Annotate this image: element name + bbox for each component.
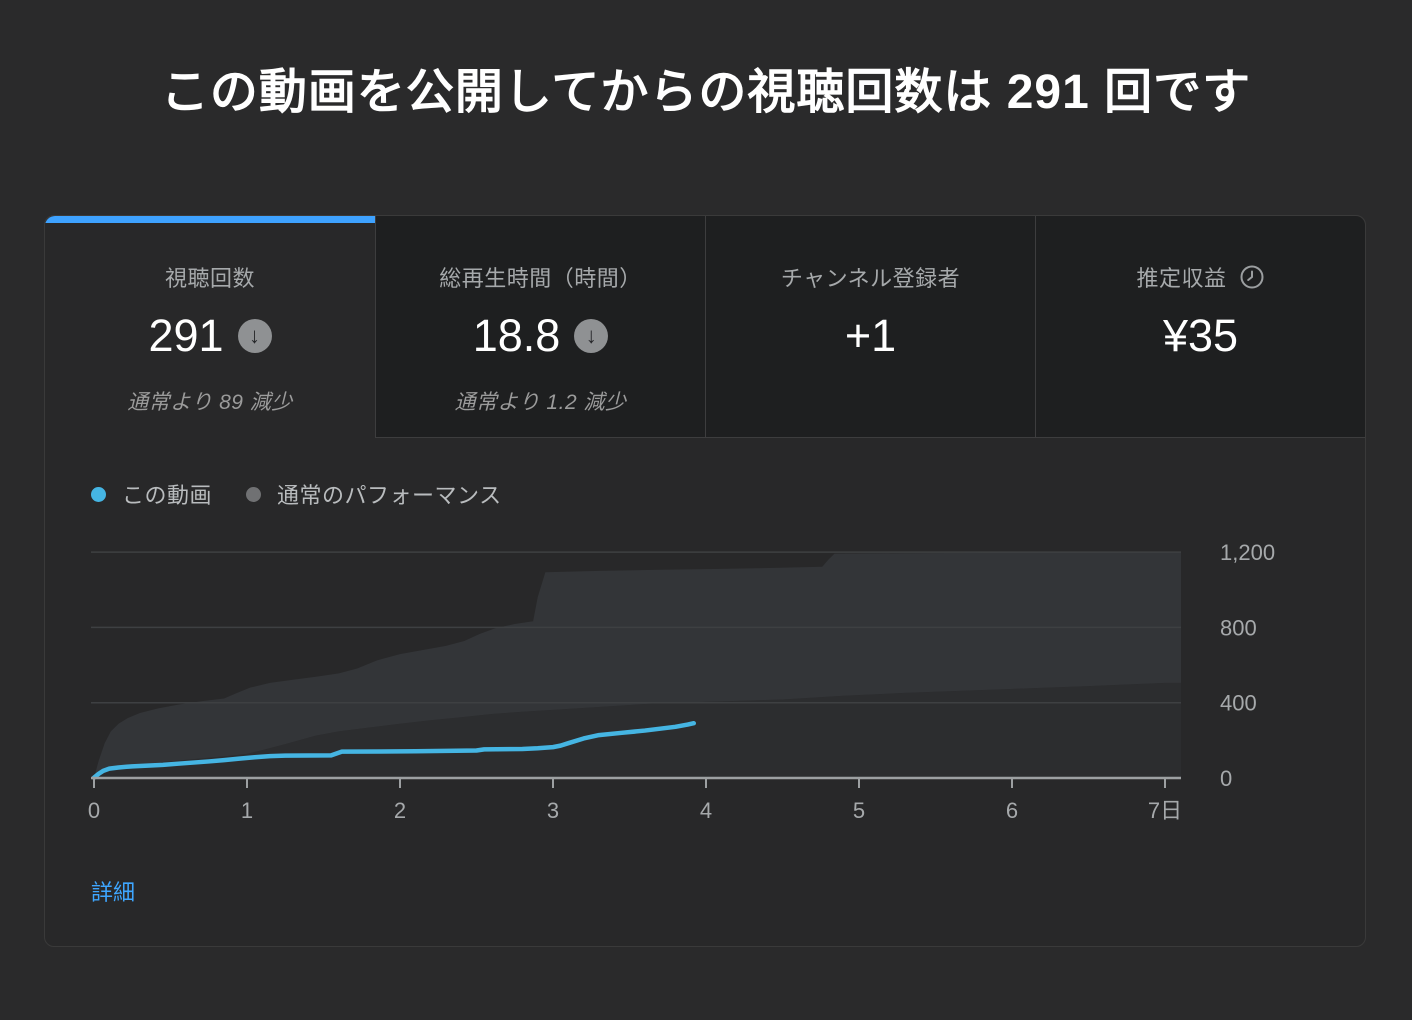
x-tick-label: 5 <box>853 798 865 823</box>
chart-legend: この動画 通常のパフォーマンス <box>91 478 502 510</box>
typical-performance-band <box>94 552 1181 778</box>
x-tick-label: 6 <box>1006 798 1018 823</box>
tab-views-comparison: 通常より 89 減少 <box>127 391 293 414</box>
tab-views[interactable]: 視聴回数 291 ↓ 通常より 89 減少 <box>45 216 375 438</box>
x-tick-label: 0 <box>88 798 100 823</box>
performance-chart[interactable]: 0 1 2 3 4 5 6 7日 0 400 800 1,200 <box>45 531 1367 851</box>
page-title: この動画を公開してからの視聴回数は 291 回です <box>160 66 1252 119</box>
active-tab-indicator <box>45 216 375 223</box>
arrow-down-circle-icon: ↓ <box>237 319 272 353</box>
legend-item-this-video[interactable]: この動画 <box>91 478 212 510</box>
chart-section: この動画 通常のパフォーマンス 0 1 2 3 4 5 6 7日 0 400 800 1,200 詳細 <box>45 438 1365 948</box>
tab-revenue-value: ¥35 <box>1162 310 1239 361</box>
x-tick-label: 3 <box>547 798 559 823</box>
tab-subscribers[interactable]: チャンネル登録者 +1 <box>705 216 1035 438</box>
tab-watch-time-comparison: 通常より 1.2 減少 <box>454 391 627 414</box>
legend-item-typical-performance[interactable]: 通常のパフォーマンス <box>246 478 502 510</box>
legend-this-video-label: この動画 <box>122 483 213 508</box>
analytics-card: 視聴回数 291 ↓ 通常より 89 減少 総再生時間（時間） 18.8 ↓ 通… <box>44 215 1366 947</box>
details-link[interactable]: 詳細 <box>91 880 136 905</box>
x-tick-label: 2 <box>394 798 406 823</box>
legend-typical-performance-label: 通常のパフォーマンス <box>277 483 502 508</box>
clock-icon <box>1240 265 1263 289</box>
arrow-down-circle-icon: ↓ <box>574 319 609 353</box>
tab-views-label: 視聴回数 <box>164 266 255 291</box>
metric-tabs: 視聴回数 291 ↓ 通常より 89 減少 総再生時間（時間） 18.8 ↓ 通… <box>45 216 1365 438</box>
x-tick-label: 1 <box>241 798 253 823</box>
y-tick-label: 400 <box>1220 691 1257 716</box>
y-tick-label: 800 <box>1220 615 1257 640</box>
tab-subscribers-label: チャンネル登録者 <box>780 266 961 291</box>
tab-views-value: 291 <box>148 310 224 361</box>
tab-watch-time-value: 18.8 <box>472 310 561 361</box>
this-video-line <box>91 720 697 780</box>
tab-revenue-label: 推定収益 <box>1136 266 1227 291</box>
x-tick-label: 4 <box>700 798 712 823</box>
tab-watch-time-label: 総再生時間（時間） <box>439 266 642 291</box>
x-tick-label: 7日 <box>1148 798 1182 823</box>
tab-revenue[interactable]: 推定収益 ¥35 <box>1035 216 1365 438</box>
y-tick-label: 0 <box>1220 766 1232 791</box>
tab-watch-time[interactable]: 総再生時間（時間） 18.8 ↓ 通常より 1.2 減少 <box>375 216 705 438</box>
typical-performance-dot-icon <box>246 486 262 502</box>
tab-subscribers-value: +1 <box>844 310 897 361</box>
y-tick-label: 1,200 <box>1220 540 1275 565</box>
this-video-dot-icon <box>91 486 106 502</box>
